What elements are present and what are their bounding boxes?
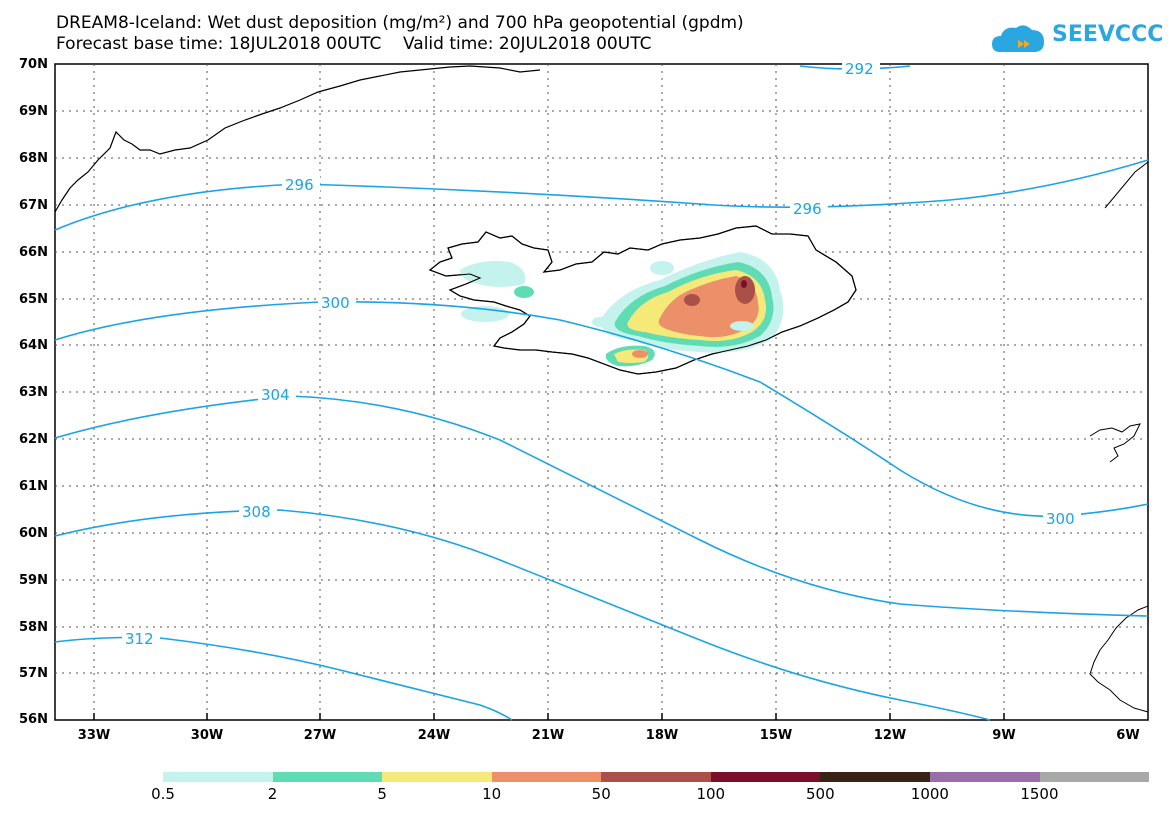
- lat-label: 68N: [19, 151, 48, 166]
- lat-label: 62N: [19, 432, 48, 447]
- lat-label: 57N: [19, 666, 48, 681]
- colorbar-label: 1500: [1020, 785, 1059, 803]
- map-title: DREAM8-Iceland: Wet dust deposition (mg/…: [56, 13, 744, 33]
- colorbar: [163, 772, 1150, 782]
- lat-label: 65N: [19, 292, 48, 307]
- colorbar-swatch: [601, 772, 711, 782]
- lat-label: 66N: [19, 245, 48, 260]
- lon-label: 33W: [77, 728, 111, 743]
- contour-label: 296: [285, 176, 314, 194]
- lon-label: 30W: [190, 728, 224, 743]
- colorbar-swatch: [491, 772, 602, 782]
- contour-label: 300: [321, 294, 350, 312]
- geopotential-contours: [54, 65, 1149, 721]
- lon-label: 27W: [303, 728, 337, 743]
- colorbar-swatch: [929, 772, 1040, 782]
- norway-coast: [1104, 161, 1149, 209]
- colorbar-swatch: [710, 772, 821, 782]
- lon-label: 18W: [645, 728, 679, 743]
- colorbar-label: 10: [482, 785, 502, 803]
- axis-ticks: [93, 713, 1005, 720]
- map-subtitle: Forecast base time: 18JUL2018 00UTC Vali…: [56, 34, 652, 54]
- scotland-coast: [1089, 605, 1149, 713]
- lat-label: 63N: [19, 385, 48, 400]
- lon-label: 6W: [1116, 728, 1140, 743]
- colorbar-swatch: [1039, 772, 1150, 782]
- lat-label: 56N: [19, 712, 48, 727]
- colorbar-swatch: [272, 772, 383, 782]
- logo-text: SEEVCCC: [1052, 22, 1164, 47]
- colorbar-label: 50: [591, 785, 611, 803]
- lat-label: 61N: [19, 479, 48, 494]
- lat-label: 69N: [19, 104, 48, 119]
- contour-label: 300: [1046, 510, 1075, 528]
- colorbar-swatch: [820, 772, 930, 782]
- colorbar-label: 100: [696, 785, 726, 803]
- contour-labels: 292 296 296 300 300 304 308 312: [122, 60, 1081, 648]
- grid-lines: [55, 64, 1148, 720]
- lon-label: 24W: [417, 728, 451, 743]
- lon-label: 9W: [992, 728, 1016, 743]
- contour-label: 296: [793, 200, 822, 218]
- lon-label: 12W: [873, 728, 907, 743]
- colorbar-swatch: [163, 772, 273, 782]
- greenland-coast: [54, 65, 541, 213]
- contour-label: 308: [242, 503, 271, 521]
- lon-label: 15W: [759, 728, 793, 743]
- lat-label: 67N: [19, 198, 48, 213]
- iceland-coast-overlay: [428, 225, 857, 375]
- faroe-coast: [1089, 423, 1141, 463]
- dust-deposition-shading: [460, 252, 784, 367]
- lat-label: 59N: [19, 573, 48, 588]
- colorbar-label: 5: [377, 785, 387, 803]
- cloud-icon: [992, 25, 1044, 52]
- colorbar-label: 500: [806, 785, 835, 803]
- colorbar-swatch: [382, 772, 492, 782]
- contour-label: 312: [125, 630, 154, 648]
- contour-label: 292: [845, 60, 874, 78]
- colorbar-label: 1000: [910, 785, 949, 803]
- lat-label: 70N: [19, 57, 48, 72]
- colorbar-label: 2: [267, 785, 278, 803]
- lon-label: 21W: [531, 728, 565, 743]
- lat-label: 60N: [19, 526, 48, 541]
- lat-label: 64N: [19, 338, 48, 353]
- lat-label: 58N: [19, 620, 48, 635]
- colorbar-label: 0.5: [151, 785, 175, 803]
- contour-label: 304: [261, 386, 290, 404]
